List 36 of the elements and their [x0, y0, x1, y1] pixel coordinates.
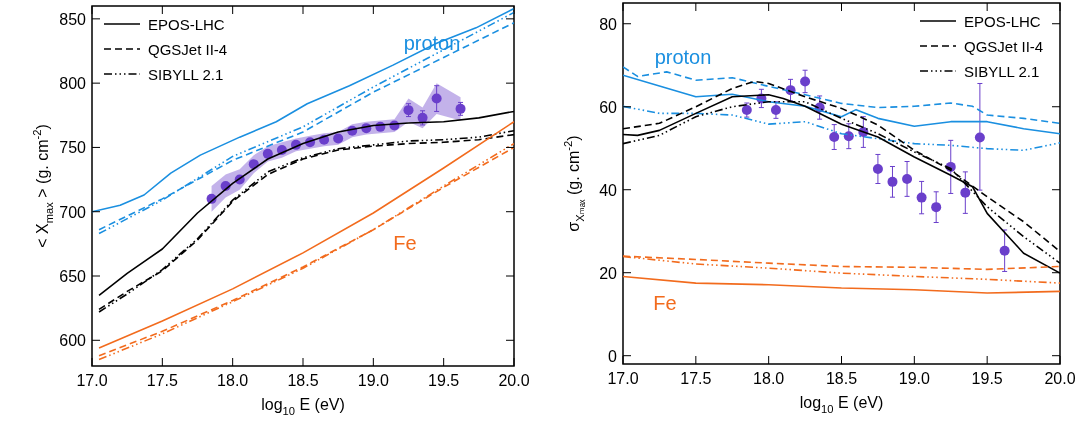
annotation: proton	[654, 46, 712, 68]
y-tick-label: 80	[599, 15, 618, 33]
annotation: Fe	[393, 232, 417, 254]
x-axis-title: log$_{10}$ E (eV)	[261, 396, 345, 417]
x-tick-label: 17.0	[607, 370, 639, 387]
y-tick-label: 800	[59, 75, 87, 93]
legend-label: EPOS-LHC	[964, 13, 1041, 30]
y-tick-label: 750	[59, 139, 87, 157]
x-tick-label: 19.5	[971, 370, 1003, 387]
x-tick-label: 17.0	[76, 372, 108, 389]
x-tick-label: 19.0	[357, 372, 390, 389]
y-tick-label: 0	[608, 347, 618, 365]
x-tick-label: 19.5	[428, 372, 460, 389]
x-tick-label: 20.0	[1044, 370, 1076, 387]
x-tick-label: 18.5	[825, 370, 858, 387]
x-tick-label: 18.0	[753, 370, 785, 387]
y-tick-label: 60	[599, 98, 618, 116]
y-tick-label: 850	[59, 10, 87, 28]
x-tick-label: 20.0	[498, 372, 530, 389]
y-tick-label: 40	[599, 181, 618, 199]
x-tick-label: 18.5	[287, 372, 319, 389]
x-axis-title: log$_{10}$ E (eV)	[799, 394, 884, 415]
x-tick-label: 17.5	[680, 370, 712, 387]
y-tick-label: 700	[59, 203, 87, 221]
x-tick-label: 18.0	[217, 372, 249, 389]
legend-label: QGSJet II-4	[964, 38, 1044, 55]
x-tick-label: 17.5	[146, 372, 179, 389]
y-tick-label: 20	[599, 264, 618, 282]
x-tick-label: 19.0	[898, 370, 931, 387]
y-tick-label: 650	[59, 268, 87, 285]
legend-label: QGSJet II-4	[148, 41, 228, 58]
annotation: Fe	[653, 292, 677, 314]
legend-label: SIBYLL 2.1	[148, 66, 224, 83]
legend-label: SIBYLL 2.1	[964, 63, 1040, 80]
y-tick-label: 600	[59, 332, 87, 350]
legend-label: EPOS-LHC	[148, 16, 225, 33]
